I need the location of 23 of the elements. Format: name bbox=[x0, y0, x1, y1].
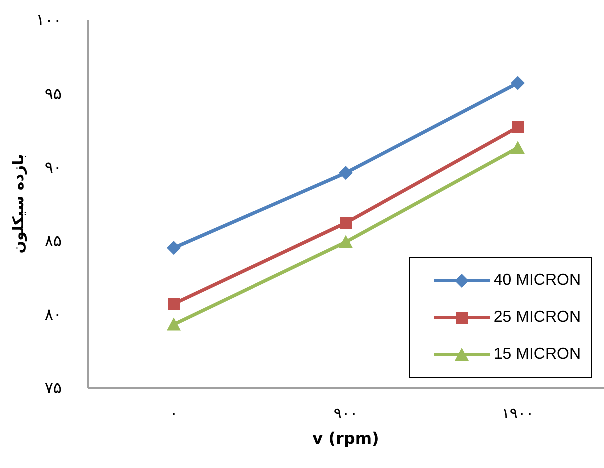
point bbox=[167, 318, 181, 331]
y-tick-label: ۹۵ bbox=[44, 84, 62, 104]
point bbox=[168, 298, 180, 310]
y-tick-label: ۹۰ bbox=[44, 158, 62, 177]
point bbox=[167, 241, 181, 256]
x-tick-label: ۰ bbox=[170, 404, 178, 423]
point bbox=[339, 166, 353, 180]
y-tick-label: ۱۰۰ bbox=[36, 10, 62, 30]
point bbox=[511, 76, 525, 90]
point bbox=[340, 217, 352, 230]
legend-label: 25 MICRON bbox=[494, 308, 581, 326]
x-axis-title: v (rpm) bbox=[312, 429, 380, 448]
y-axis-title: بازده سیکلون bbox=[9, 154, 28, 254]
legend-label: 40 MICRON bbox=[494, 272, 581, 290]
legend-label: 15 MICRON bbox=[494, 346, 581, 364]
y-tick-label: ۸۰ bbox=[44, 305, 62, 324]
x-tick-label: ۹۰۰ bbox=[334, 404, 358, 423]
x-tick-label: ۱۹۰۰ bbox=[502, 404, 534, 423]
point bbox=[512, 121, 524, 134]
point bbox=[511, 141, 525, 154]
y-tick-label: ۸۵ bbox=[44, 231, 62, 250]
point bbox=[339, 235, 353, 248]
y-tick-label: ۷۵ bbox=[44, 378, 62, 398]
